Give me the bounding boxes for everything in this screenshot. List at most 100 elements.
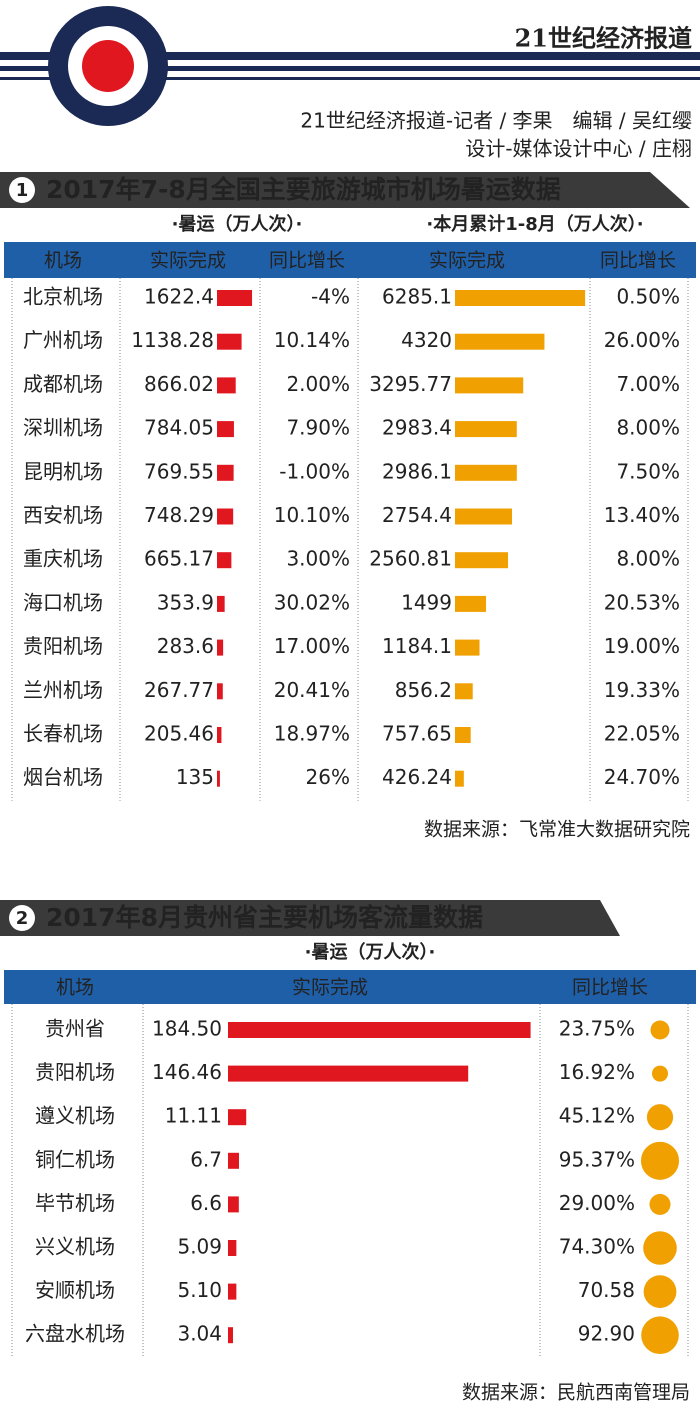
brand: 21世纪经济报道 (515, 24, 692, 53)
value-label: 135 (176, 765, 214, 789)
bar (455, 464, 517, 481)
airport-name: 贵州省 (45, 1017, 105, 1041)
airport-name: 昆明机场 (23, 459, 103, 483)
growth-label: 20.53% (604, 590, 680, 614)
growth-label: 26% (306, 765, 350, 789)
growth-label: 10.10% (274, 503, 350, 527)
airport-name: 六盘水机场 (25, 1322, 125, 1346)
value-label: 6285.1 (382, 285, 452, 309)
header-row (4, 242, 696, 278)
growth-bubble (650, 1020, 670, 1040)
title-banner (0, 900, 620, 936)
column-header: 同比增长 (572, 977, 648, 999)
bar (455, 290, 586, 306)
growth-label: 13.40% (604, 503, 680, 527)
bar (217, 727, 222, 743)
column-header: 同比增长 (600, 250, 676, 272)
value-label: 757.65 (382, 722, 452, 746)
group-header: ·本月累计1-8月（万人次）· (426, 213, 643, 235)
badge (9, 905, 35, 931)
growth-label: 8.00% (616, 416, 680, 440)
airport-name: 北京机场 (23, 285, 103, 309)
growth-bubble (643, 1275, 677, 1308)
airport-name: 成都机场 (23, 372, 103, 396)
growth-bubble (649, 1193, 671, 1215)
bar (217, 464, 234, 481)
growth-label: 16.92% (559, 1060, 635, 1084)
airport-name: 兰州机场 (23, 678, 103, 702)
bar (228, 1152, 239, 1169)
value-label: 205.46 (144, 722, 214, 746)
bar (228, 1109, 247, 1126)
growth-label: 0.50% (616, 285, 680, 309)
growth-label: 7.90% (286, 416, 350, 440)
growth-label: 70.58 (578, 1278, 635, 1302)
credit: 设计-媒体设计中心 / 庄栩 (465, 137, 692, 161)
bar (228, 1240, 237, 1256)
source-note: 数据来源：飞常准大数据研究院 (424, 819, 690, 841)
airport-name: 深圳机场 (23, 416, 103, 440)
growth-label: 22.05% (604, 722, 680, 746)
value-label: 267.77 (144, 678, 214, 702)
growth-label: 3.00% (286, 547, 350, 571)
bar (455, 683, 473, 700)
value-label: 784.05 (144, 416, 214, 440)
header-row (4, 970, 696, 1004)
growth-label: 26.00% (604, 328, 680, 352)
growth-label: 17.00% (274, 634, 350, 658)
bar (455, 639, 480, 656)
column-header: 实际完成 (292, 977, 368, 999)
bar (217, 683, 223, 700)
growth-bubble (651, 1065, 669, 1082)
column-header: 机场 (44, 250, 82, 272)
growth-label: 18.97% (274, 722, 350, 746)
growth-label: 2.00% (286, 372, 350, 396)
credit: 21世纪经济报道-记者 / 李果 编辑 / 吴红缨 (300, 109, 692, 133)
bar (455, 333, 545, 350)
bar (228, 1065, 469, 1082)
value-label: 4320 (401, 328, 452, 352)
column-header: 机场 (56, 977, 94, 999)
bar (455, 727, 471, 743)
value-label: 748.29 (144, 503, 214, 527)
growth-label: 7.00% (616, 372, 680, 396)
value-label: 5.10 (177, 1278, 222, 1302)
value-label: 1184.1 (382, 634, 452, 658)
section-title: 2017年7-8月全国主要旅游城市机场暑运数据 (46, 175, 561, 204)
badge-number: 1 (16, 180, 29, 201)
bar (217, 290, 253, 306)
growth-label: 29.00% (559, 1191, 635, 1215)
bar (228, 1327, 233, 1344)
growth-label: 24.70% (604, 765, 680, 789)
column-header: 实际完成 (429, 250, 505, 272)
source-note: 数据来源：民航西南管理局 (462, 1382, 690, 1404)
bar (217, 333, 242, 350)
value-label: 2754.4 (382, 503, 452, 527)
bar (228, 1283, 237, 1300)
growth-label: 92.90 (578, 1322, 635, 1346)
airport-name: 安顺机场 (35, 1278, 115, 1302)
growth-label: 23.75% (559, 1017, 635, 1041)
value-label: 1499 (401, 590, 452, 614)
growth-label: 19.33% (604, 678, 680, 702)
value-label: 2983.4 (382, 416, 452, 440)
value-label: 2560.81 (369, 547, 452, 571)
growth-label: 7.50% (616, 459, 680, 483)
bar (217, 377, 236, 394)
value-label: 11.11 (165, 1104, 222, 1128)
growth-label: -4% (311, 285, 350, 309)
bar (455, 552, 509, 569)
value-label: 2986.1 (382, 459, 452, 483)
growth-label: 19.00% (604, 634, 680, 658)
section-title: 2017年8月贵州省主要机场客流量数据 (46, 903, 483, 932)
airport-name: 海口机场 (23, 590, 103, 614)
growth-bubble (643, 1231, 677, 1265)
value-label: 426.24 (382, 765, 452, 789)
bar (217, 595, 225, 612)
growth-label: 74.30% (559, 1235, 635, 1259)
group-header: ·暑运（万人次）· (305, 941, 436, 963)
growth-bubble (640, 1141, 680, 1180)
airport-name: 贵阳机场 (23, 634, 103, 658)
bar (217, 421, 234, 438)
